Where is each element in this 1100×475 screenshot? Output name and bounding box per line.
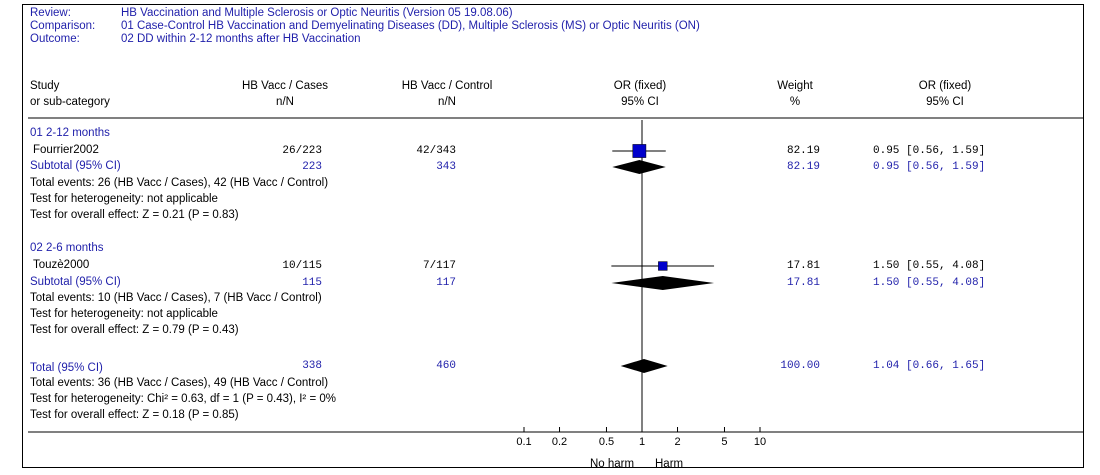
x-axis-tick-label: 1 xyxy=(639,436,645,448)
subtotal-weight: 82.19 xyxy=(786,161,820,173)
col-or-plot: OR (fixed) xyxy=(613,80,667,92)
study-control: 42/343 xyxy=(416,145,456,157)
total-events-text: Total events: 36 (HB Vacc / Cases), 49 (… xyxy=(30,377,329,389)
subtotal-weight: 17.81 xyxy=(786,277,820,289)
subtotal-cases: 115 xyxy=(302,277,322,289)
subtotal-control: 343 xyxy=(436,161,456,173)
subtotal-diamond xyxy=(612,160,666,174)
total-control: 460 xyxy=(436,360,456,372)
study-weight: 82.19 xyxy=(786,145,820,157)
col-study: Study xyxy=(30,80,60,92)
x-axis-tick-label: 2 xyxy=(674,436,680,448)
total-weight: 100.00 xyxy=(780,360,820,372)
x-axis-tick-label: 0.5 xyxy=(599,436,614,448)
col-cases: HB Vacc / Cases xyxy=(241,80,329,92)
subtotal-diamond xyxy=(611,276,715,290)
heterogeneity-text: Test for heterogeneity: not applicable xyxy=(30,308,218,320)
col-control: HB Vacc / Control xyxy=(401,80,493,92)
total-label: Total (95% CI) xyxy=(30,362,103,374)
total-cases: 338 xyxy=(302,360,322,372)
col-or-text: OR (fixed) xyxy=(918,80,972,92)
forest-plot-panel xyxy=(22,4,1084,468)
col-cases-sub: n/N xyxy=(276,96,294,108)
overall-effect-text: Test for overall effect: Z = 0.21 (P = 0… xyxy=(30,209,239,221)
col-control-sub: n/N xyxy=(438,96,456,108)
subtotal-or-ci: 1.50 [0.55, 4.08] xyxy=(873,277,986,289)
study-or-ci: 0.95 [0.56, 1.59] xyxy=(873,145,986,157)
total-events-text: Total events: 26 (HB Vacc / Cases), 42 (… xyxy=(30,177,329,189)
overall-effect-text: Test for overall effect: Z = 0.79 (P = 0… xyxy=(30,324,239,336)
col-weight-sub: % xyxy=(789,96,801,108)
total-events-text: Total events: 10 (HB Vacc / Cases), 7 (H… xyxy=(30,292,322,304)
subtotal-or-ci: 0.95 [0.56, 1.59] xyxy=(873,161,986,173)
study-marker xyxy=(632,144,647,158)
x-axis-tick-label: 0.2 xyxy=(552,436,567,448)
study-weight: 17.81 xyxy=(786,260,820,272)
outcome-value: 02 DD within 2-12 months after HB Vaccin… xyxy=(121,33,361,45)
axis-right-label: Harm xyxy=(655,458,684,470)
review-value: HB Vaccination and Multiple Sclerosis or… xyxy=(121,7,513,19)
col-or-plot-sub: 95% CI xyxy=(621,96,659,108)
group-title: 02 2-6 months xyxy=(30,242,104,254)
comparison-label: Comparison: xyxy=(30,20,96,32)
study-cases: 26/223 xyxy=(282,145,322,157)
total-diamond xyxy=(620,359,668,373)
subtotal-control: 117 xyxy=(436,277,456,289)
subtotal-label: Subtotal (95% CI) xyxy=(30,276,121,288)
col-or-text-sub: 95% CI xyxy=(926,96,964,108)
subtotal-label: Subtotal (95% CI) xyxy=(30,160,121,172)
study-or-ci: 1.50 [0.55, 4.08] xyxy=(873,260,986,272)
col-weight: Weight xyxy=(777,80,813,92)
study-control: 7/117 xyxy=(422,260,456,272)
heterogeneity-text: Test for heterogeneity: Chi² = 0.63, df … xyxy=(30,393,336,405)
overall-effect-text: Test for overall effect: Z = 0.18 (P = 0… xyxy=(30,409,239,421)
review-label: Review: xyxy=(30,7,71,19)
col-study-sub: or sub-category xyxy=(30,96,110,108)
x-axis-tick-label: 10 xyxy=(754,436,766,448)
study-name: Touzè2000 xyxy=(33,259,90,271)
outcome-label: Outcome: xyxy=(30,33,80,45)
subtotal-cases: 223 xyxy=(302,161,322,173)
x-axis-tick-label: 0.1 xyxy=(516,436,531,448)
heterogeneity-text: Test for heterogeneity: not applicable xyxy=(30,193,218,205)
group-title: 01 2-12 months xyxy=(30,127,110,139)
axis-left-label: No harm xyxy=(590,458,635,470)
study-marker xyxy=(658,261,668,271)
total-or-ci: 1.04 [0.66, 1.65] xyxy=(873,360,986,372)
study-name: Fourrier2002 xyxy=(33,144,99,156)
comparison-value: 01 Case-Control HB Vaccination and Demye… xyxy=(121,20,700,32)
study-cases: 10/115 xyxy=(282,260,322,272)
x-axis-tick-label: 5 xyxy=(721,436,727,448)
